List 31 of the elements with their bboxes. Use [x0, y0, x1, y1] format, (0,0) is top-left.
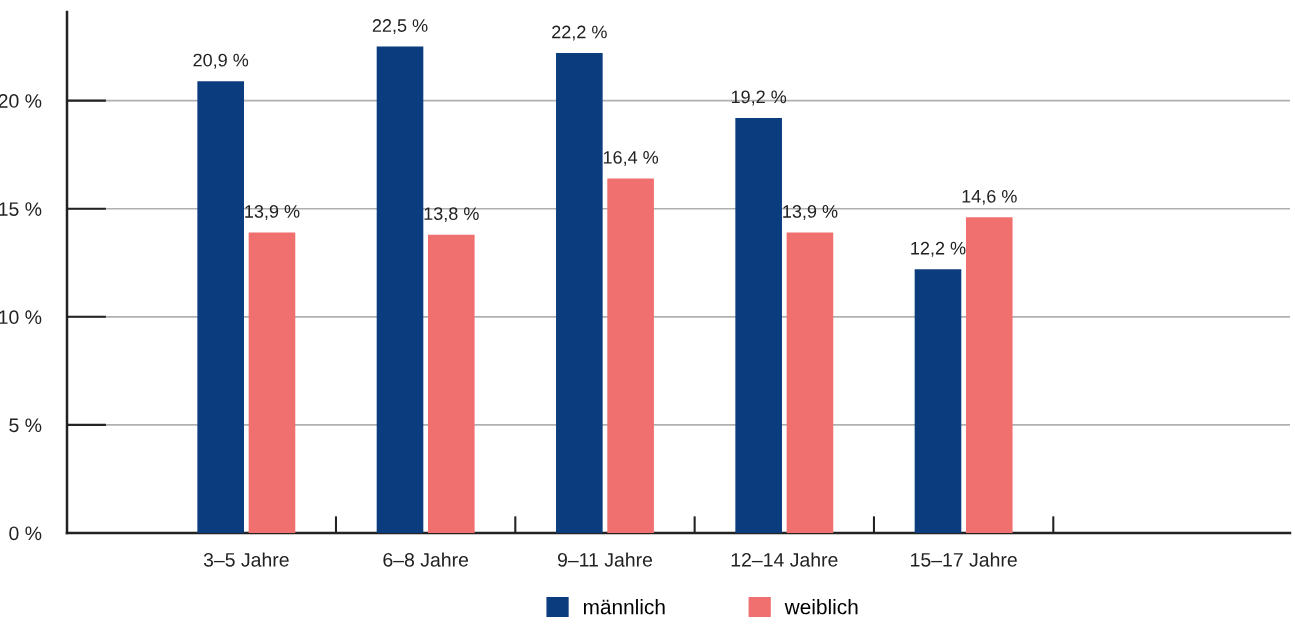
- x-tick-label: 6–8 Jahre: [383, 552, 469, 567]
- bar: [248, 232, 296, 533]
- data-label: 13,8 %: [424, 207, 479, 223]
- x-tick-label: 3–5 Jahre: [203, 552, 289, 567]
- data-label: 13,9 %: [245, 205, 300, 220]
- bar: [735, 117, 782, 533]
- y-tick-label: 5 %: [9, 418, 42, 433]
- data-label: 20,9 %: [193, 53, 249, 69]
- x-tick-label: 15–17 Jahre: [911, 552, 1017, 567]
- bar: [786, 232, 834, 533]
- bar: [556, 53, 603, 533]
- bar: [197, 81, 244, 533]
- bar: [427, 234, 475, 533]
- data-label: 16,4 %: [603, 151, 659, 166]
- bar: [965, 217, 1013, 533]
- bar: [607, 178, 654, 533]
- y-tick-label: 0 %: [9, 526, 42, 541]
- y-tick-label: 15 %: [0, 202, 42, 216]
- bar: [914, 269, 962, 533]
- y-tick-label: 10 %: [0, 310, 42, 325]
- data-label: 22,5 %: [372, 19, 428, 35]
- data-label: 19,2 %: [731, 90, 787, 106]
- bar: [376, 46, 424, 533]
- x-tick-label: 12–14 Jahre: [731, 552, 838, 567]
- legend-label: weiblich: [784, 599, 858, 615]
- x-tick-label: 9–11 Jahre: [557, 552, 653, 567]
- data-label: 22,2 %: [552, 25, 607, 41]
- data-label: 12,2 %: [911, 241, 966, 257]
- data-label: 14,6 %: [962, 189, 1017, 205]
- data-label: 13,9 %: [783, 205, 838, 220]
- legend-label: männlich: [583, 599, 665, 615]
